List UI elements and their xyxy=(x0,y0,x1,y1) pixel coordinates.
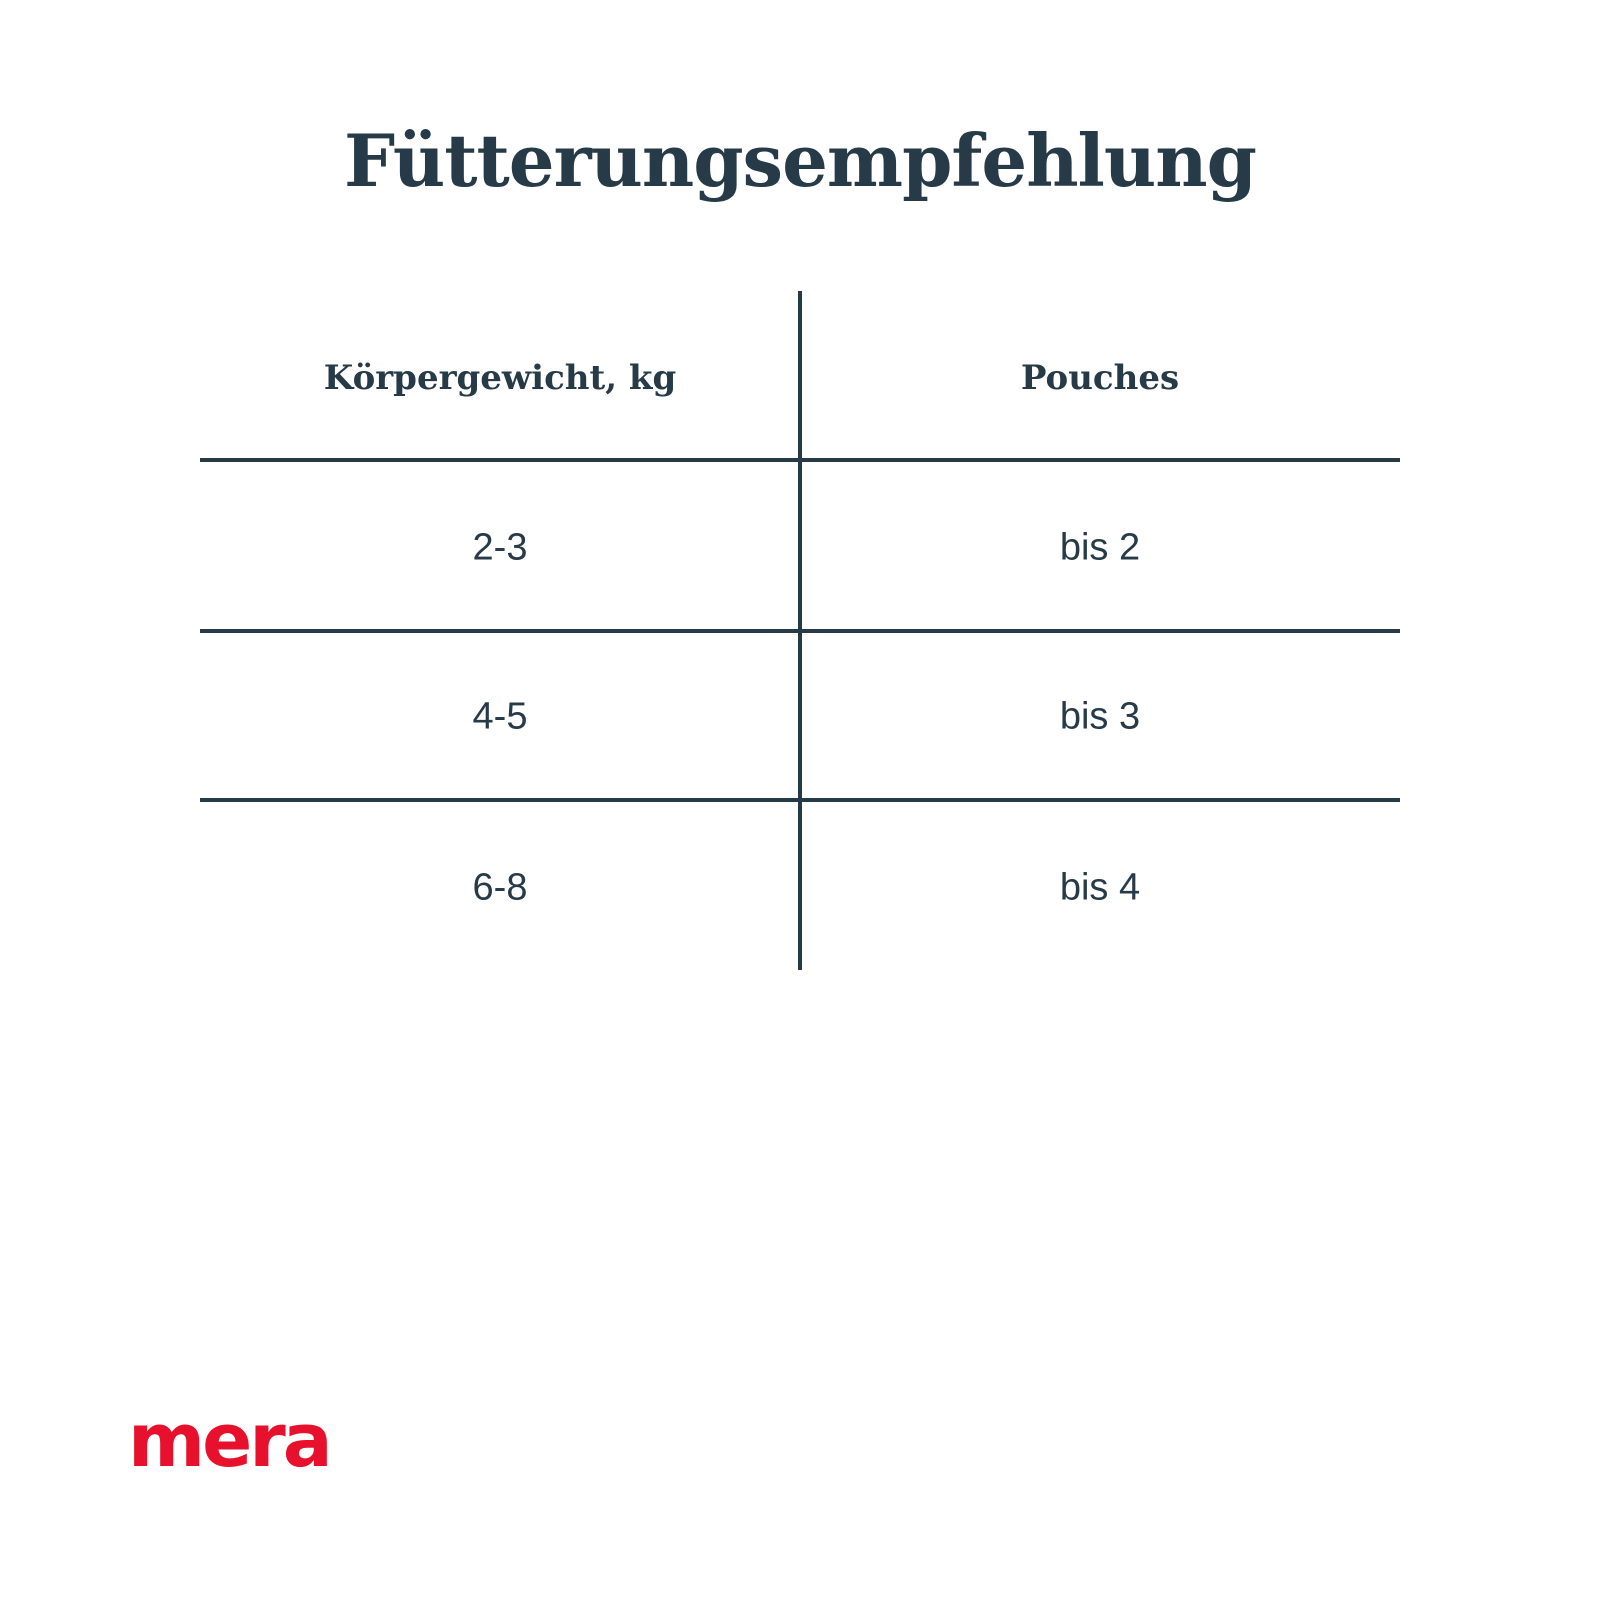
cell-weight: 2-3 xyxy=(472,526,528,569)
cell-weight: 4-5 xyxy=(472,695,528,738)
header-pouches: Pouches xyxy=(1020,358,1180,398)
header-body-weight: Körpergewicht, kg xyxy=(323,358,677,398)
brand-logo: mera xyxy=(128,1398,333,1484)
row-divider xyxy=(200,458,1400,462)
cell-weight: 6-8 xyxy=(472,866,528,909)
cell-pouches: bis 4 xyxy=(1059,866,1141,909)
cell-pouches: bis 2 xyxy=(1059,526,1141,569)
cell-pouches: bis 3 xyxy=(1059,695,1141,738)
page-title: Fütterungsempfehlung xyxy=(344,118,1257,203)
row-divider xyxy=(200,629,1400,633)
row-divider xyxy=(200,798,1400,802)
